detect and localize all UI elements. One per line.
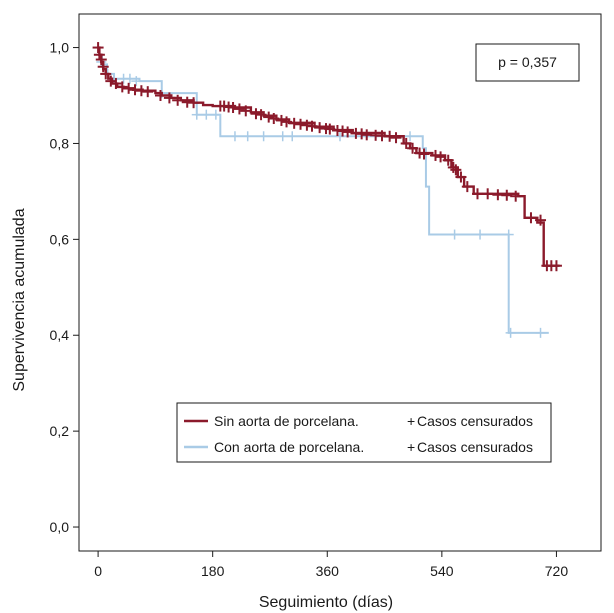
censored-mark-sin	[324, 123, 336, 135]
censored-mark-con	[124, 73, 135, 84]
y-tick-label: 0,4	[50, 327, 70, 343]
censored-mark-sin	[92, 42, 104, 54]
y-tick-label: 0,2	[50, 423, 70, 439]
censored-mark-sin	[240, 105, 252, 117]
y-tick-label: 0,6	[50, 231, 70, 247]
censored-mark-sin	[263, 111, 275, 123]
censored-mark-sin	[227, 101, 239, 113]
censored-mark-sin	[525, 212, 537, 224]
plot-frame	[78, 13, 602, 552]
legend-censor-label-con: Casos censurados	[417, 439, 533, 455]
censored-mark-sin	[384, 130, 396, 142]
censored-mark-sin	[455, 171, 467, 183]
x-tick-label: 0	[94, 563, 102, 579]
x-axis: 0 180 360 540 720	[94, 551, 568, 579]
censored-mark-sin	[429, 149, 441, 161]
censored-mark-sin	[172, 94, 184, 106]
censored-mark-con	[131, 76, 142, 87]
censored-mark-sin	[306, 120, 318, 132]
censored-mark-sin	[390, 132, 402, 144]
x-tick-label: 720	[545, 563, 569, 579]
censored-mark-sin	[100, 68, 112, 80]
censored-mark-sin	[105, 75, 117, 87]
censored-mark-con	[242, 131, 253, 142]
censored-mark-sin	[535, 214, 547, 226]
series-layer	[92, 42, 562, 338]
censored-mark-sin	[142, 86, 154, 98]
p-value-frame	[475, 43, 580, 82]
y-tick-label: 0,8	[50, 135, 70, 151]
censored-mark-con	[277, 131, 288, 142]
censored-mark-con	[503, 229, 514, 240]
censored-mark-sin	[163, 92, 175, 104]
legend-frame	[176, 402, 552, 463]
x-tick-label: 360	[316, 563, 340, 579]
censored-mark-sin	[97, 61, 109, 73]
censored-mark-con	[535, 327, 546, 338]
y-tick-label: 1,0	[50, 40, 70, 56]
censored-mark-sin	[275, 114, 287, 126]
censored-mark-con	[201, 109, 212, 120]
legend-censor-symbol-con: +	[407, 439, 415, 455]
p-value-box: p = 0,357	[475, 43, 580, 82]
y-axis: 0,0 0,2 0,4 0,6 0,8 1,0	[50, 40, 79, 535]
censored-mark-sin	[407, 142, 419, 154]
legend-censor-symbol-sin: +	[407, 413, 415, 429]
censored-mark-con	[475, 229, 486, 240]
censored-mark-sin	[550, 260, 562, 272]
legend-label-sin: Sin aorta de porcelana.	[214, 413, 359, 429]
censored-mark-sin	[482, 188, 494, 200]
censored-mark-sin	[461, 181, 473, 193]
legend: Sin aorta de porcelana. + Casos censurad…	[176, 402, 552, 463]
censored-mark-con	[287, 131, 298, 142]
censored-mark-sin	[233, 103, 245, 115]
censored-mark-con	[210, 109, 221, 120]
censored-mark-con	[505, 327, 516, 338]
censored-mark-con	[191, 109, 202, 120]
censored-mark-sin	[435, 151, 447, 163]
censored-mark-con	[258, 131, 269, 142]
censored-mark-sin	[268, 113, 280, 125]
x-tick-label: 180	[201, 563, 225, 579]
censored-mark-sin	[472, 188, 484, 200]
censored-mark-sin	[95, 54, 107, 66]
censored-mark-sin	[188, 97, 200, 109]
censored-mark-sin	[255, 109, 267, 121]
legend-label-con: Con aorta de porcelana.	[214, 439, 364, 455]
censored-mark-sin	[510, 190, 522, 202]
censored-mark-sin	[450, 164, 462, 176]
censored-mark-sin	[342, 126, 354, 138]
censored-mark-sin	[93, 49, 105, 61]
censored-mark-sin	[281, 116, 293, 128]
censored-mark-sin	[447, 161, 459, 173]
censored-mark-con	[229, 131, 240, 142]
censored-mark-sin	[442, 154, 454, 166]
censored-mark-con	[449, 229, 460, 240]
censored-mark-sin	[116, 81, 128, 93]
censored-mark-sin	[154, 90, 166, 102]
y-tick-label: 0,0	[50, 519, 70, 535]
censored-mark-sin	[123, 82, 135, 94]
x-tick-label: 540	[430, 563, 454, 579]
p-value-text: p = 0,357	[498, 54, 557, 70]
censored-mark-sin	[110, 78, 122, 90]
censored-mark-sin	[418, 148, 430, 160]
legend-censor-label-sin: Casos censurados	[417, 413, 533, 429]
y-axis-title: Supervivencia acumulada	[11, 208, 28, 391]
x-axis-title: Seguimiento (días)	[259, 594, 393, 611]
censored-mark-sin	[400, 137, 412, 149]
censored-mark-con	[405, 131, 416, 142]
